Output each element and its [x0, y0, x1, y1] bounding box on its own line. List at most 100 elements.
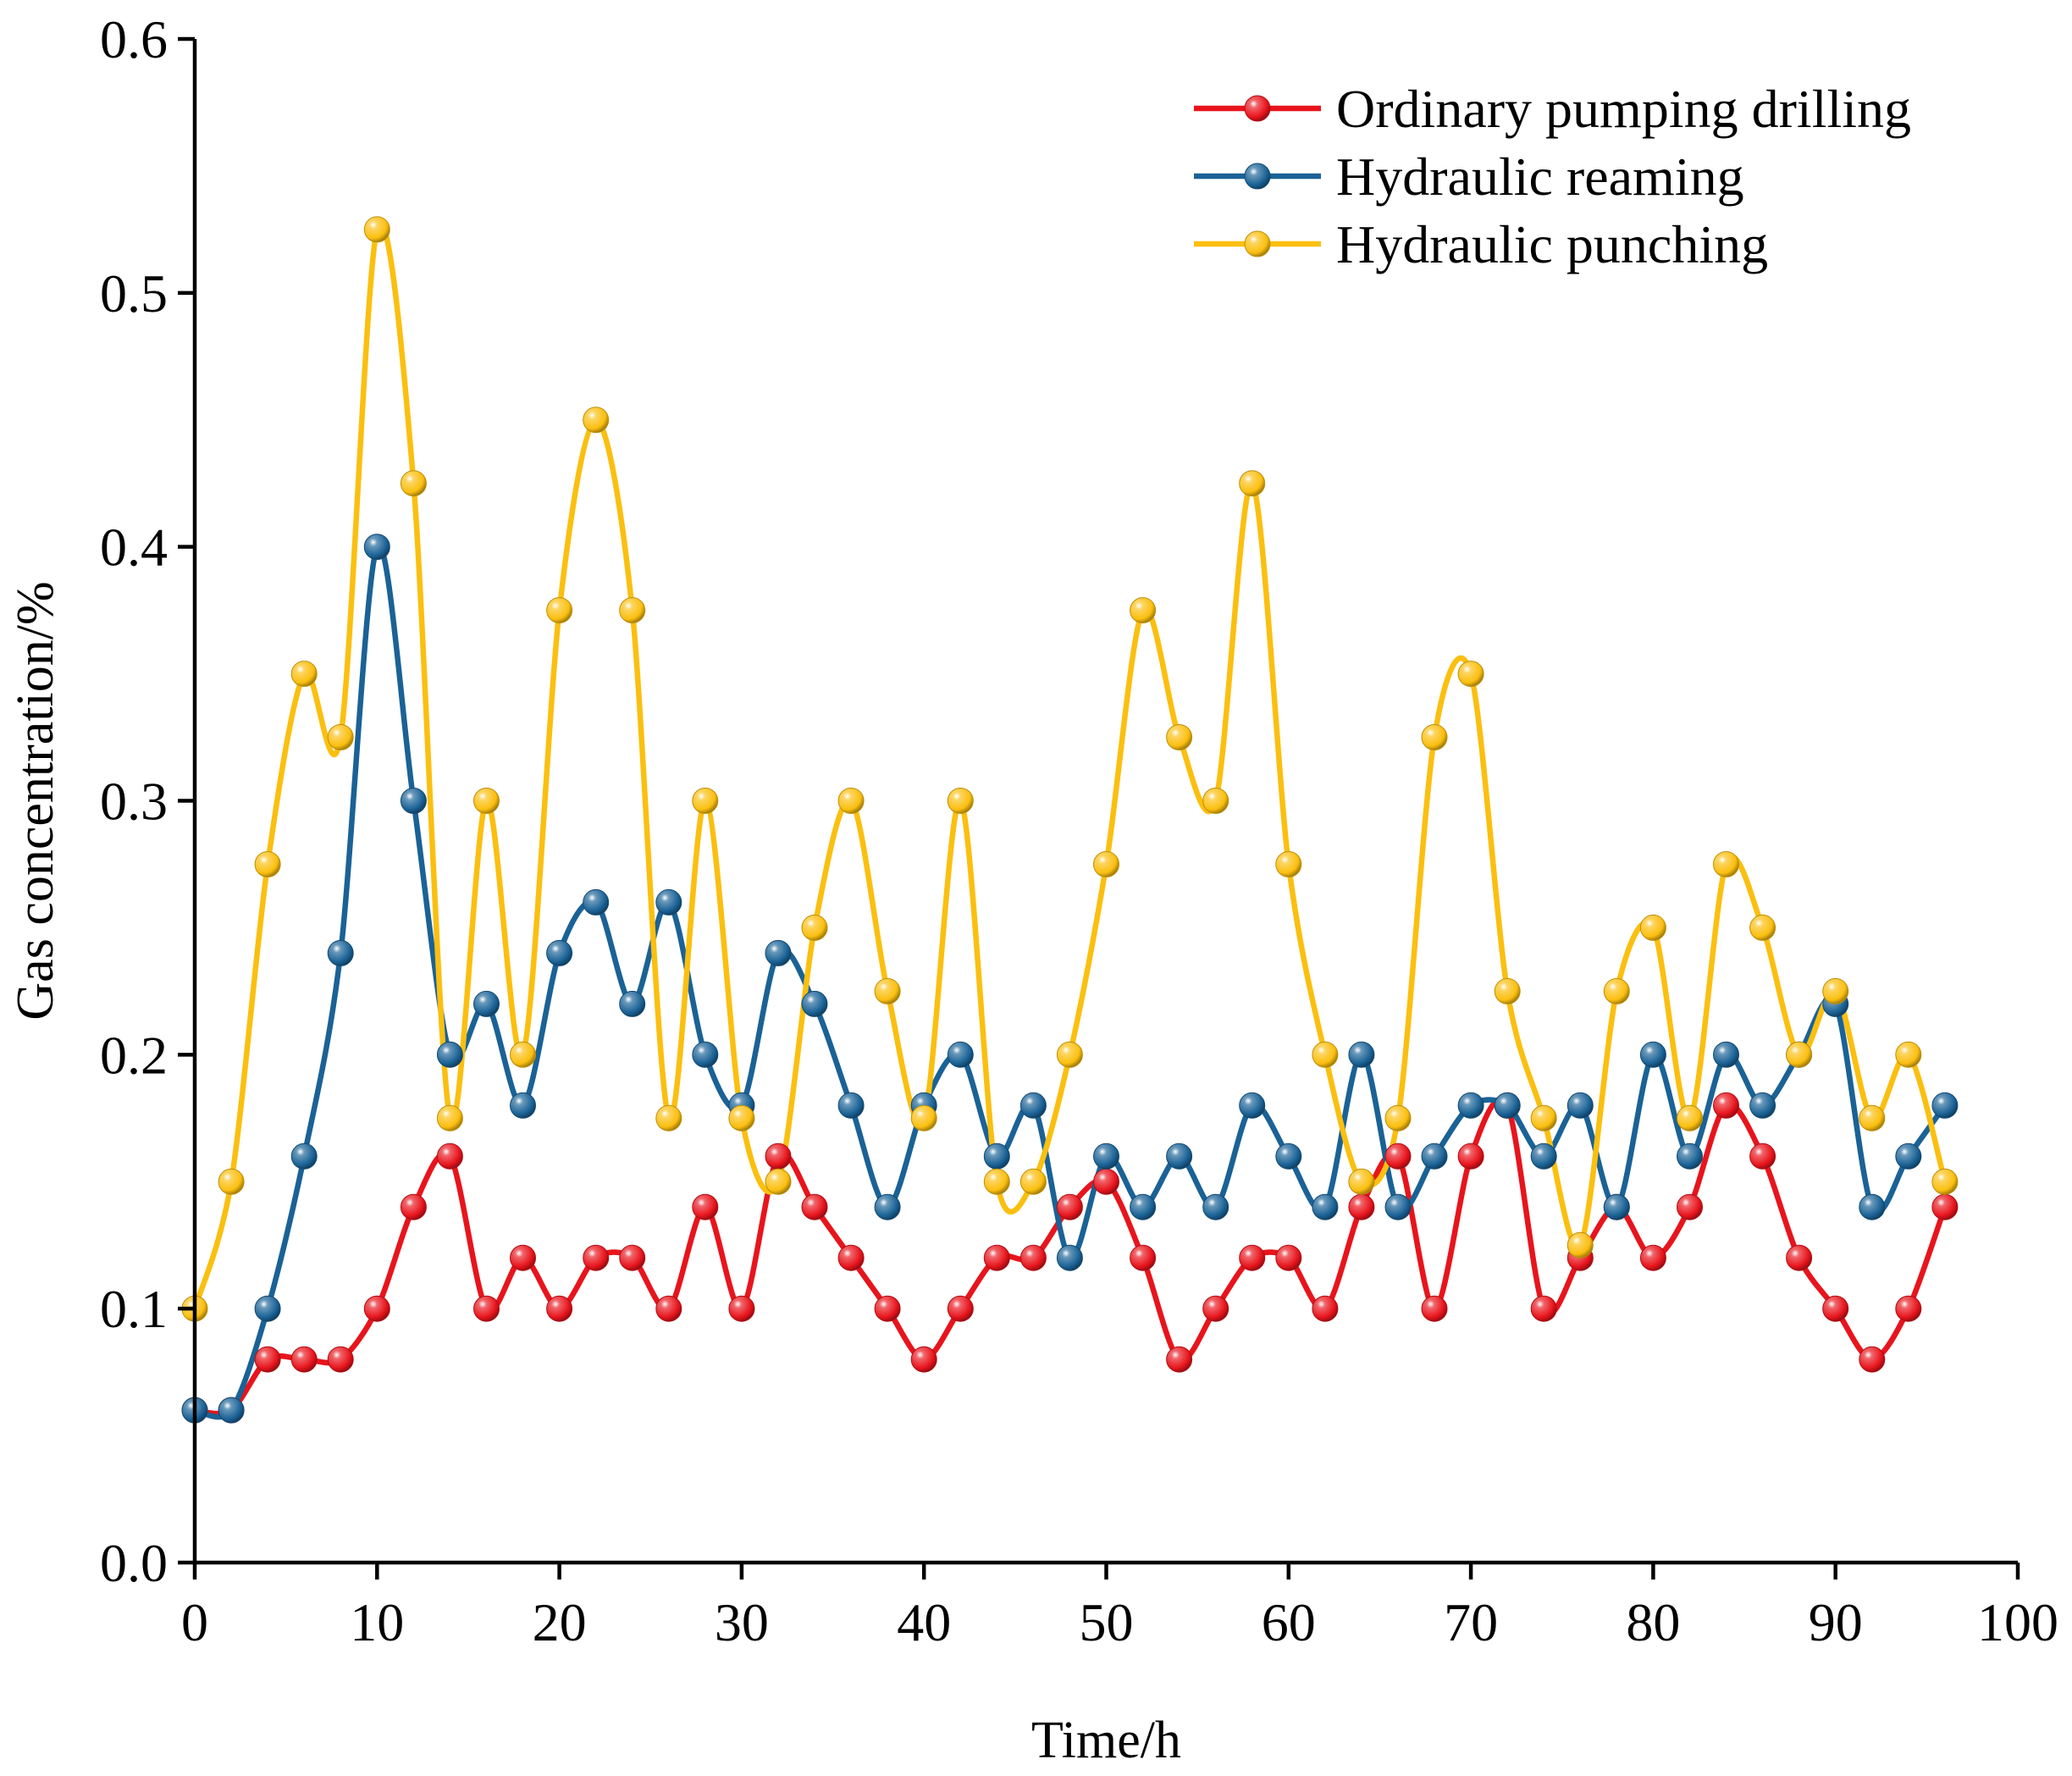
- data-points-layer: [181, 216, 1959, 1424]
- data-point-hydraulic-reaming: [655, 888, 682, 916]
- data-point-hydraulic-punching: [837, 788, 865, 814]
- data-point-hydraulic-punching: [1786, 1041, 1813, 1068]
- x-tick-label: 20: [533, 1592, 587, 1652]
- data-point-hydraulic-reaming: [1019, 1092, 1047, 1119]
- data-point-hydraulic-punching: [1677, 1104, 1703, 1131]
- data-point-hydraulic-punching: [1895, 1041, 1922, 1068]
- data-point-hydraulic-reaming: [1931, 1092, 1959, 1119]
- data-point-hydraulic-punching: [1494, 977, 1521, 1004]
- data-point-hydraulic-punching: [1859, 1104, 1886, 1131]
- x-tick-label: 50: [1080, 1592, 1134, 1652]
- data-point-hydraulic-reaming: [583, 888, 610, 916]
- data-point-hydraulic-punching: [655, 1104, 682, 1131]
- data-point-ordinary-pumping-drilling: [1130, 1244, 1157, 1271]
- x-tick-label: 70: [1444, 1592, 1498, 1652]
- data-point-hydraulic-punching: [1457, 661, 1484, 688]
- x-tick-label: 100: [1977, 1592, 2058, 1652]
- data-point-hydraulic-punching: [1056, 1041, 1083, 1068]
- data-point-ordinary-pumping-drilling: [1749, 1143, 1776, 1170]
- legend-item-hydraulic-punching: Hydraulic punching: [1194, 214, 1768, 274]
- data-point-hydraulic-punching: [1166, 724, 1193, 750]
- data-point-hydraulic-reaming: [765, 939, 792, 966]
- data-point-hydraulic-reaming: [1130, 1193, 1157, 1220]
- data-point-ordinary-pumping-drilling: [1530, 1295, 1557, 1322]
- data-point-hydraulic-punching: [983, 1168, 1010, 1195]
- data-point-hydraulic-reaming: [1530, 1143, 1557, 1170]
- data-point-ordinary-pumping-drilling: [583, 1244, 610, 1271]
- data-point-ordinary-pumping-drilling: [363, 1295, 390, 1322]
- y-tick-label: 0.4: [100, 517, 168, 578]
- data-point-hydraulic-punching: [1384, 1104, 1412, 1131]
- data-point-ordinary-pumping-drilling: [1056, 1193, 1083, 1220]
- data-point-hydraulic-punching: [1566, 1231, 1594, 1259]
- data-point-hydraulic-reaming: [1566, 1092, 1594, 1119]
- data-point-ordinary-pumping-drilling: [1239, 1244, 1266, 1271]
- data-point-hydraulic-reaming: [1056, 1244, 1083, 1271]
- data-point-ordinary-pumping-drilling: [1348, 1193, 1375, 1220]
- legend-item-ordinary-pumping-drilling: Ordinary pumping drilling: [1194, 79, 1911, 139]
- data-point-hydraulic-punching: [327, 724, 354, 750]
- data-point-hydraulic-punching: [290, 661, 318, 688]
- data-point-hydraulic-reaming: [1859, 1193, 1886, 1220]
- data-point-hydraulic-punching: [728, 1104, 755, 1131]
- legend-label: Hydraulic reaming: [1336, 147, 1744, 207]
- data-point-ordinary-pumping-drilling: [1093, 1168, 1119, 1195]
- data-point-hydraulic-punching: [1713, 851, 1739, 877]
- data-point-hydraulic-reaming: [1202, 1193, 1229, 1220]
- legend-swatch-marker: [1244, 230, 1271, 257]
- data-point-hydraulic-reaming: [1275, 1143, 1302, 1170]
- data-point-hydraulic-punching: [765, 1168, 792, 1195]
- data-point-ordinary-pumping-drilling: [1822, 1295, 1849, 1322]
- data-point-hydraulic-reaming: [400, 788, 427, 814]
- y-tick-label: 0.1: [100, 1279, 168, 1339]
- data-point-hydraulic-reaming: [619, 990, 646, 1017]
- x-tick-label: 0: [181, 1592, 208, 1652]
- data-point-hydraulic-punching: [583, 407, 610, 434]
- data-point-hydraulic-reaming: [1421, 1143, 1448, 1170]
- data-point-hydraulic-reaming: [1494, 1092, 1521, 1119]
- data-point-hydraulic-reaming: [983, 1143, 1010, 1170]
- data-point-hydraulic-punching: [1275, 851, 1302, 877]
- data-point-ordinary-pumping-drilling: [327, 1346, 354, 1373]
- data-point-ordinary-pumping-drilling: [1166, 1346, 1193, 1373]
- x-tick-label: 10: [350, 1592, 404, 1652]
- legend-label: Hydraulic punching: [1336, 214, 1768, 274]
- data-point-hydraulic-punching: [692, 788, 719, 814]
- data-point-hydraulic-punching: [801, 914, 828, 941]
- y-tick-label: 0.6: [100, 9, 168, 69]
- data-point-ordinary-pumping-drilling: [692, 1193, 719, 1220]
- series-line-hydraulic-reaming: [191, 542, 1948, 1420]
- data-point-ordinary-pumping-drilling: [1202, 1295, 1229, 1322]
- data-point-hydraulic-punching: [254, 851, 281, 877]
- data-point-hydraulic-punching: [1239, 470, 1266, 497]
- x-tick-label: 80: [1626, 1592, 1680, 1652]
- data-point-hydraulic-reaming: [1239, 1092, 1266, 1119]
- data-point-hydraulic-punching: [619, 597, 646, 624]
- data-point-hydraulic-punching: [400, 470, 427, 497]
- data-point-hydraulic-reaming: [1348, 1041, 1375, 1068]
- legend-swatch-marker: [1244, 95, 1271, 122]
- y-tick-label: 0.2: [100, 1025, 168, 1085]
- y-tick-label: 0.3: [100, 772, 168, 832]
- data-point-ordinary-pumping-drilling: [1859, 1346, 1886, 1373]
- x-axis-title: Time/h: [1031, 1712, 1181, 1769]
- legend-swatch-marker: [1244, 163, 1271, 190]
- data-point-hydraulic-punching: [947, 788, 974, 814]
- data-point-hydraulic-punching: [1421, 724, 1448, 750]
- data-point-hydraulic-punching: [1019, 1168, 1047, 1195]
- data-point-hydraulic-punching: [510, 1041, 536, 1068]
- data-point-hydraulic-punching: [1603, 977, 1630, 1004]
- data-point-ordinary-pumping-drilling: [400, 1193, 427, 1220]
- data-point-ordinary-pumping-drilling: [837, 1244, 865, 1271]
- data-point-ordinary-pumping-drilling: [290, 1346, 318, 1373]
- data-point-ordinary-pumping-drilling: [910, 1346, 937, 1373]
- data-point-ordinary-pumping-drilling: [619, 1244, 646, 1271]
- data-point-hydraulic-punching: [1749, 914, 1776, 941]
- data-point-hydraulic-punching: [1130, 597, 1157, 624]
- data-point-hydraulic-punching: [1093, 851, 1119, 877]
- data-point-ordinary-pumping-drilling: [1931, 1193, 1959, 1220]
- x-tick-label: 30: [715, 1592, 769, 1652]
- data-point-hydraulic-reaming: [947, 1041, 974, 1068]
- data-point-hydraulic-reaming: [1384, 1193, 1412, 1220]
